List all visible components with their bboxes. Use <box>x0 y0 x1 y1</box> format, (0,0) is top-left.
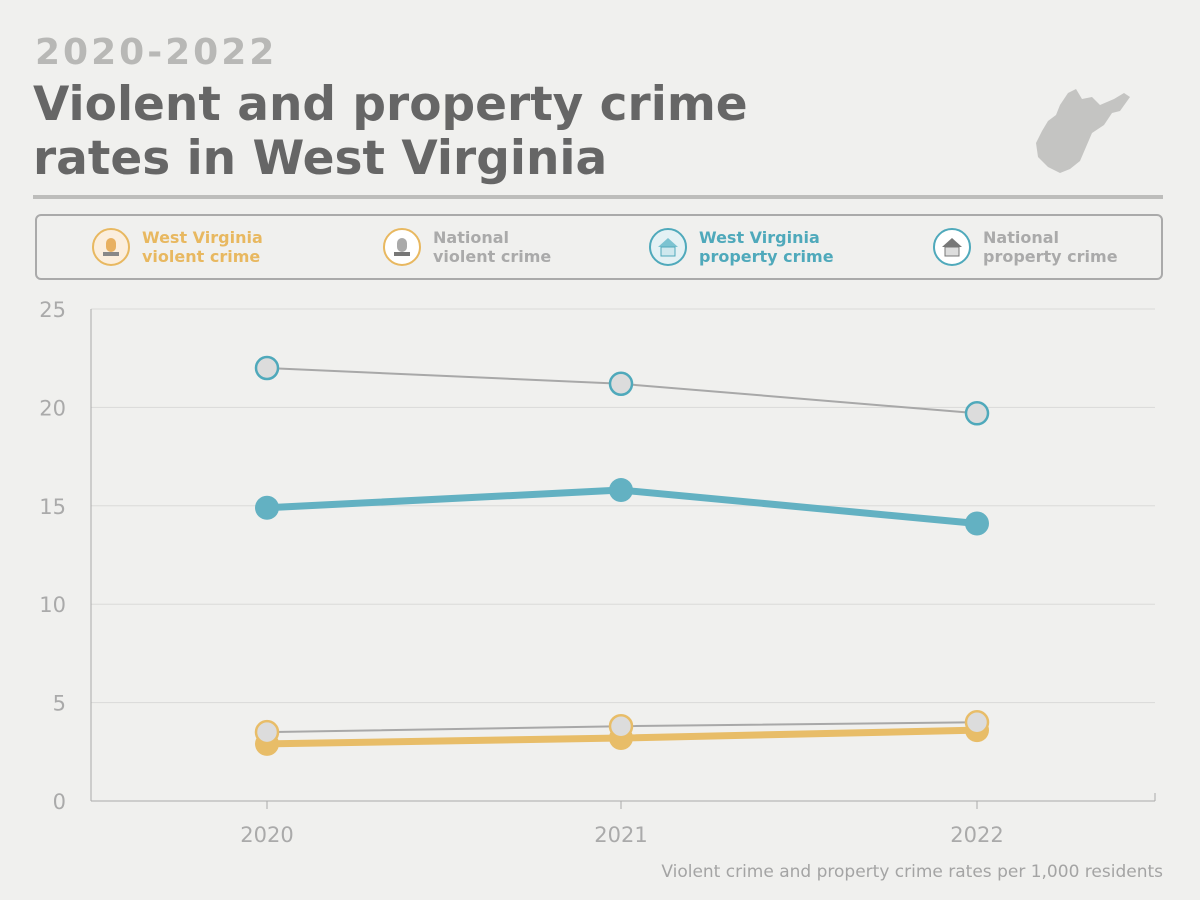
y-tick-label: 25 <box>39 298 66 322</box>
legend-label: National <box>983 228 1059 247</box>
data-point-national-property-crime <box>608 371 634 397</box>
y-tick-label: 20 <box>39 396 66 420</box>
x-tick-label: 2022 <box>950 823 1003 847</box>
data-point-national-property-crime <box>254 355 280 381</box>
siren-icon <box>92 228 130 266</box>
legend-label: violent crime <box>433 247 552 266</box>
house-icon <box>933 228 971 266</box>
legend-label: property crime <box>699 247 834 266</box>
legend-label: West Virginia <box>142 228 263 247</box>
data-point-west-virginia-property-crime <box>609 478 633 503</box>
y-tick-label: 15 <box>39 495 66 519</box>
x-tick-label: 2021 <box>594 823 647 847</box>
subtitle: 2020-2022 <box>35 32 278 73</box>
legend: West Virginia violent crime National viole… <box>35 214 1163 280</box>
siren-icon <box>383 228 421 266</box>
y-tick-label: 5 <box>53 692 66 716</box>
y-tick-label: 0 <box>53 790 66 814</box>
data-point-national-violent-crime <box>964 710 990 735</box>
west-virginia-map-icon <box>1036 89 1130 173</box>
data-point-west-virginia-property-crime <box>965 511 989 536</box>
legend-label: property crime <box>983 247 1118 266</box>
page-title: Violent and property crime rates in West … <box>33 78 793 186</box>
title-divider <box>33 195 1163 199</box>
legend-item-wv-property: West Virginia property crime <box>649 228 834 266</box>
data-point-national-violent-crime <box>254 719 280 745</box>
x-tick-label: 2020 <box>240 823 293 847</box>
chart-note: Violent crime and property crime rates p… <box>661 862 1163 882</box>
legend-label: National <box>433 228 509 247</box>
data-point-west-virginia-property-crime <box>255 495 279 520</box>
legend-label: violent crime <box>142 247 261 266</box>
data-point-national-violent-crime <box>608 713 634 739</box>
house-icon <box>649 228 687 266</box>
y-tick-label: 10 <box>39 593 66 617</box>
title-line-2: rates in West Virginia <box>33 131 608 186</box>
title-line-1: Violent and property crime <box>33 77 748 132</box>
legend-item-national-violent: National violent crime <box>383 228 551 266</box>
legend-item-wv-violent: West Virginia violent crime <box>92 228 263 266</box>
legend-label: West Virginia <box>699 228 820 247</box>
legend-item-national-property: National property crime <box>933 228 1118 266</box>
data-point-national-property-crime <box>964 401 990 426</box>
